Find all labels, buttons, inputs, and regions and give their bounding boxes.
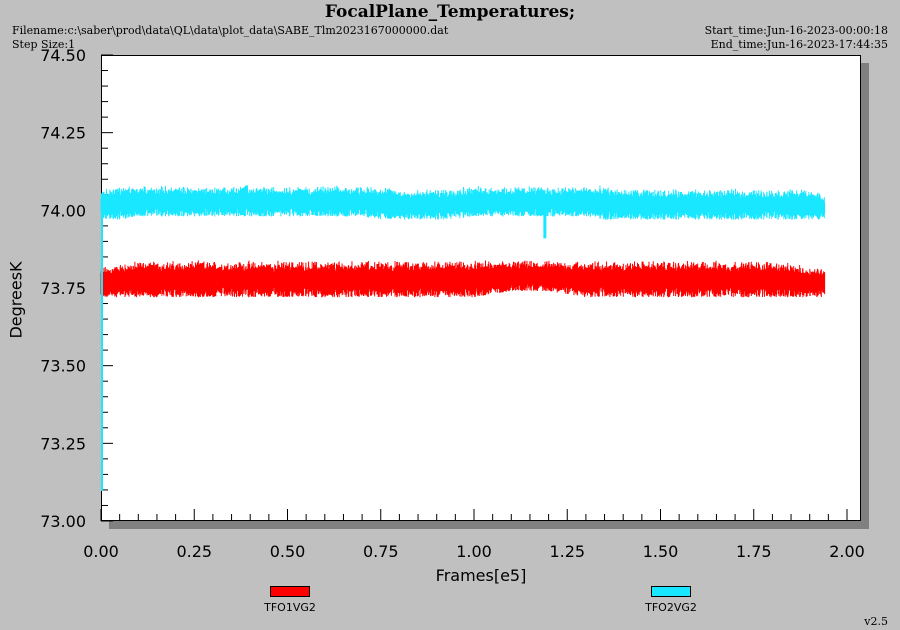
legend-swatch-tfo2vg2 [651,586,691,597]
x-tick-label: 1.50 [643,542,679,561]
y-tick-label: 73.75 [40,279,86,298]
y-axis-label: DegreesK [6,261,26,339]
y-tick-label: 74.50 [40,46,86,65]
step-size-label: Step Size:1 [12,38,76,51]
y-tick-label: 73.25 [40,434,86,453]
x-axis-label: Frames[e5] [435,566,527,585]
x-tick-label: 1.25 [549,542,585,561]
legend-item-tfo1vg2: TFO1VG2 [255,586,325,614]
x-tick-label: 0.75 [363,542,399,561]
legend-item-tfo2vg2: TFO2VG2 [636,586,706,614]
end-time-label: End_time:Jun-16-2023-17:44:35 [710,38,888,51]
y-tick-label: 73.00 [40,512,86,531]
chart-title: FocalPlane_Temperatures; [324,2,576,22]
series-tfo2vg2-line [100,199,825,209]
x-tick-label: 0.00 [83,542,119,561]
x-tick-label: 1.75 [736,542,772,561]
y-tick-label: 74.25 [40,124,86,143]
legend-label-tfo1vg2: TFO1VG2 [264,601,316,614]
series-tfo1vg2-line [100,274,825,284]
x-tick-label: 2.00 [829,542,865,561]
filename-label: Filename:c:\saber\prod\data\QL\data\plot… [12,24,449,37]
start-time-label: Start_time:Jun-16-2023-00:00:18 [704,24,888,37]
legend-label-tfo2vg2: TFO2VG2 [645,601,697,614]
x-tick-label: 0.25 [176,542,212,561]
legend-swatch-tfo1vg2 [270,586,310,597]
y-tick-label: 74.00 [40,201,86,220]
x-tick-label: 1.00 [456,542,492,561]
y-tick-label: 73.50 [40,357,86,376]
version-label: v2.5 [864,615,888,628]
x-tick-label: 0.50 [270,542,306,561]
